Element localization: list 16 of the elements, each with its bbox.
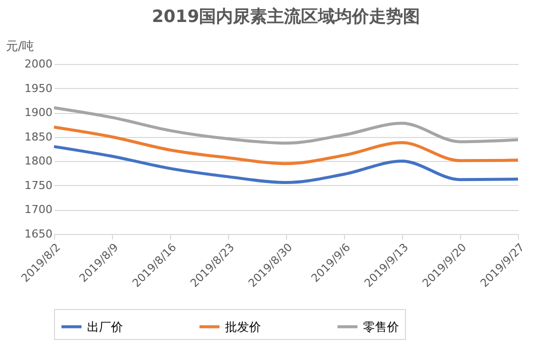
line-series	[52, 106, 520, 145]
y-tick-label: 1750	[24, 178, 52, 192]
line-series	[52, 126, 520, 166]
y-tick-label: 1700	[24, 203, 52, 216]
y-axis-title: 元/吨	[6, 39, 34, 53]
legend-label: 零售价	[363, 320, 399, 334]
legend-label: 出厂价	[87, 320, 123, 334]
y-tick-label: 1950	[24, 82, 52, 95]
chart-title: 2019国内尿素主流区域均价走势图	[152, 7, 420, 27]
y-tick-label: 2000	[24, 58, 52, 70]
y-tick-label: 1800	[24, 154, 52, 168]
y-tick-label: 1900	[24, 106, 52, 120]
y-tick-label: 1850	[24, 130, 52, 144]
line-series	[52, 145, 520, 184]
y-tick-label: 1650	[24, 228, 52, 240]
legend-label: 批发价	[225, 320, 261, 334]
